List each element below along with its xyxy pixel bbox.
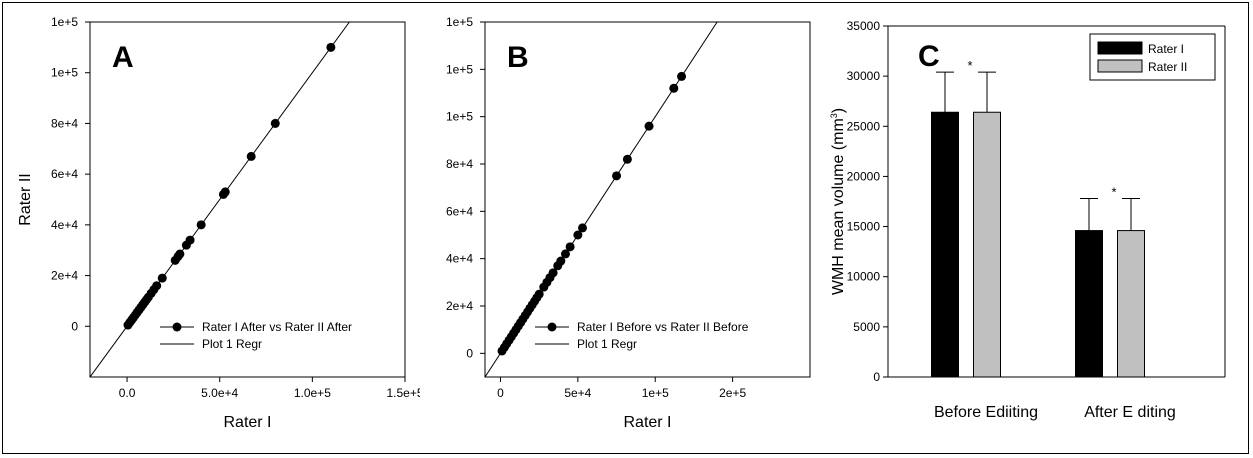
- y-tick-label-1: 5000: [853, 320, 880, 334]
- y-axis-label: WMH mean volume (mm3): [830, 108, 847, 295]
- plot-area: [89, 21, 406, 378]
- x-category-label-0: Before Ediiting: [934, 404, 1038, 421]
- significance-marker-0: *: [967, 58, 972, 73]
- bar-1-0: [1075, 230, 1103, 378]
- y-tick-label-4: 8e+4: [51, 116, 78, 130]
- y-tick-label-0: 0: [466, 346, 473, 360]
- chart-a: 0.0 5.0e+4 1.0e+5 1.5e+5 0 2e+4 4e+4 6e+4 8e+4 1e…: [17, 15, 420, 431]
- data-point-24: [565, 242, 575, 252]
- data-point-27: [612, 171, 622, 181]
- y-tick-label-2: 10000: [847, 270, 881, 284]
- data-point-20: [185, 235, 195, 245]
- y-tick-label-7: 1e+5: [446, 15, 473, 29]
- plot-marks: [90, 22, 350, 377]
- x-tick-label-2: 1e+5: [642, 386, 669, 400]
- x-tick-label-1: 5e+4: [564, 386, 591, 400]
- x-tick-label-2: 1.0e+5: [294, 386, 331, 400]
- y-axis-label-main: WMH mean volume (mm: [830, 118, 847, 295]
- y-tick-label-3: 6e+4: [51, 167, 78, 181]
- legend-swatch-0: [1097, 41, 1143, 55]
- y-tick-label-3: 15000: [847, 220, 881, 234]
- y-axis-label: Rater II: [17, 173, 34, 225]
- legend-points-marker: [172, 322, 182, 332]
- x-tick-label-3: 2e+5: [719, 386, 746, 400]
- bar-0-1: [973, 111, 1001, 378]
- y-tick-label-6: 1e+5: [51, 15, 78, 29]
- bar-0-0: [931, 111, 959, 378]
- x-category-label-1: After E diting: [1084, 404, 1176, 421]
- plot-marks: [485, 22, 718, 377]
- data-point-31: [677, 71, 687, 81]
- x-tick-label-1: 5.0e+4: [201, 386, 238, 400]
- chart-b: 0 5e+4 1e+5 2e+5 0 2e+4 4e+4 6e+4 8e+4 1e+5 1e+5 1e…: [446, 15, 811, 431]
- y-tick-label-0: 0: [71, 319, 78, 333]
- y-tick-label-2: 4e+4: [51, 218, 78, 232]
- legend-swatch-1: [1097, 59, 1143, 73]
- legend-points-label: Rater I After vs Rater II After: [202, 320, 352, 334]
- data-point-23: [220, 187, 230, 197]
- data-point-23: [560, 249, 570, 259]
- data-point-25: [270, 118, 280, 128]
- data-point-26: [326, 42, 336, 52]
- data-point-22: [556, 256, 566, 266]
- x-axis-label: Rater I: [223, 414, 271, 431]
- y-axis-label-close: ): [830, 108, 847, 113]
- y-tick-label-0: 0: [873, 370, 880, 384]
- data-point-15: [157, 273, 167, 283]
- legend-regr-label: Plot 1 Regr: [577, 337, 637, 351]
- y-tick-label-5: 1e+5: [446, 110, 473, 124]
- legend-label-1: Rater II: [1148, 60, 1187, 74]
- data-point-18: [175, 249, 185, 259]
- data-point-20: [548, 268, 558, 278]
- x-tick-label-0: 0: [497, 386, 504, 400]
- data-point-29: [644, 121, 654, 131]
- y-axis-label-sup: 3: [830, 113, 839, 118]
- legend-points-marker: [547, 322, 557, 332]
- legend-regr-label: Plot 1 Regr: [202, 337, 262, 351]
- y-tick-label-1: 2e+4: [446, 299, 473, 313]
- y-tick-label-5: 1e+5: [51, 66, 78, 80]
- x-axis-label: Rater I: [623, 414, 671, 431]
- panel-label: A: [112, 41, 134, 74]
- data-point-24: [246, 151, 256, 161]
- legend-label-0: Rater I: [1148, 42, 1184, 56]
- panel-label: B: [507, 41, 529, 74]
- data-point-25: [573, 230, 583, 240]
- y-tick-label-3: 6e+4: [446, 204, 473, 218]
- y-tick-label-1: 2e+4: [51, 269, 78, 283]
- chart-c: 0 5000 10000 15000 20000 25000 30000 35000 WMH m…: [830, 19, 1226, 421]
- bar-1-1: [1117, 230, 1145, 378]
- data-point-14: [152, 281, 162, 291]
- plot-area: [484, 21, 811, 378]
- panel-label: C: [918, 40, 940, 73]
- y-tick-label-4: 8e+4: [446, 157, 473, 171]
- data-point-21: [196, 220, 206, 230]
- data-point-26: [578, 223, 587, 233]
- x-tick-label-3: 1.5e+5: [386, 386, 420, 400]
- y-tick-label-6: 1e+5: [446, 62, 473, 76]
- y-tick-label-7: 35000: [847, 19, 881, 33]
- data-point-28: [622, 154, 632, 164]
- y-tick-label-5: 25000: [847, 119, 881, 133]
- y-tick-label-6: 30000: [847, 69, 881, 83]
- data-point-16: [534, 289, 544, 299]
- legend-points-label: Rater I Before vs Rater II Before: [577, 320, 749, 334]
- data-point-30: [669, 83, 679, 93]
- significance-marker-1: *: [1111, 184, 1116, 199]
- y-tick-label-4: 20000: [847, 169, 881, 183]
- x-tick-label-0: 0.0: [119, 386, 136, 400]
- y-tick-label-2: 4e+4: [446, 252, 473, 266]
